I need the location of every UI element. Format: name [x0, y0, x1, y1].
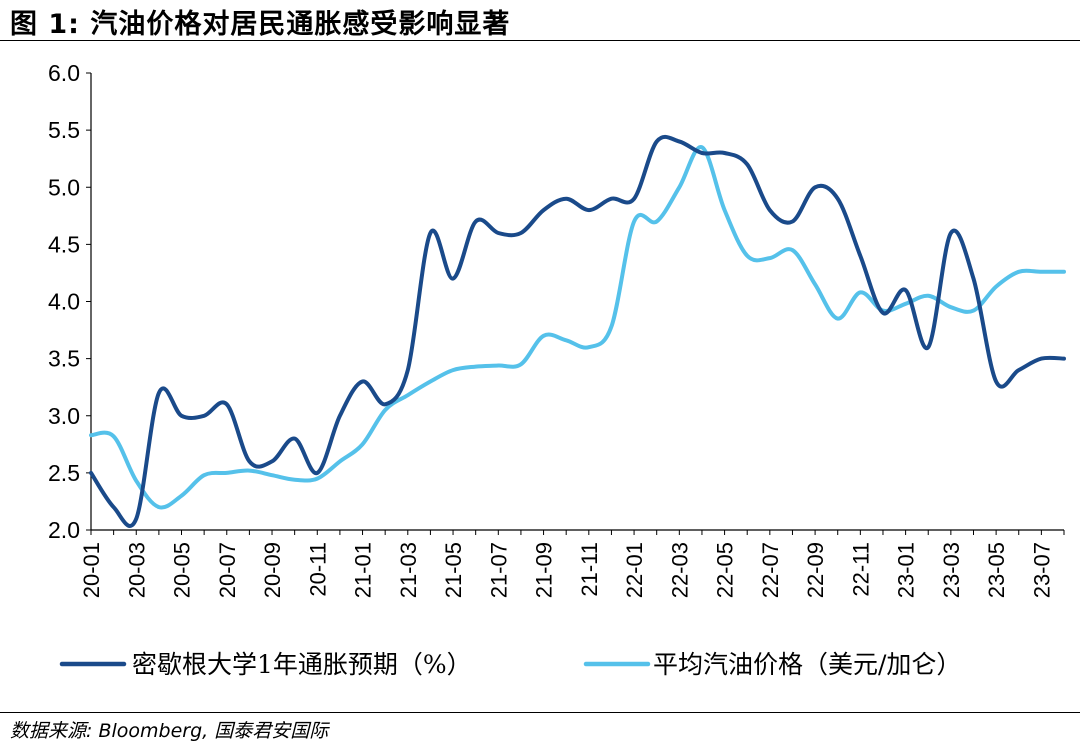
x-tick-label: 20-09 — [260, 542, 285, 598]
x-tick-label: 20-11 — [305, 542, 330, 597]
x-tick-label: 22-11 — [848, 542, 873, 597]
x-tick-label: 21-11 — [577, 542, 602, 597]
y-tick-label: 6.0 — [48, 60, 80, 86]
x-tick-label: 21-05 — [441, 542, 466, 598]
y-tick-label: 2.5 — [48, 460, 80, 486]
y-tick-label: 5.5 — [48, 117, 80, 143]
y-tick-label: 4.0 — [48, 289, 80, 315]
x-tick-label: 22-01 — [622, 542, 647, 598]
figure-title: 图 1: 汽油价格对居民通胀感受影响显著 — [10, 9, 511, 40]
x-tick-label: 20-05 — [170, 542, 195, 598]
x-tick-label: 20-07 — [215, 542, 240, 598]
x-tick-label: 21-09 — [532, 542, 557, 598]
y-tick-label: 2.0 — [48, 517, 80, 543]
x-tick-label: 23-03 — [939, 542, 964, 598]
series-line-1 — [89, 134, 1066, 528]
x-tick-label: 22-09 — [803, 542, 828, 598]
legend-label-1: 密歇根大学1年通胀预期（%） — [132, 650, 472, 679]
x-tick-label: 23-01 — [894, 542, 919, 598]
x-tick-label: 21-01 — [351, 542, 376, 598]
x-tick-label: 23-05 — [984, 542, 1009, 598]
x-tick-label: 22-07 — [758, 542, 783, 598]
y-tick-label: 4.5 — [48, 231, 80, 257]
x-tick-label: 20-01 — [79, 542, 104, 598]
y-tick-label: 3.5 — [48, 346, 80, 372]
source-divider — [0, 712, 1080, 713]
x-tick-label: 22-03 — [667, 542, 692, 598]
x-tick-label: 22-05 — [713, 542, 738, 598]
y-tick-label: 5.0 — [48, 174, 80, 200]
source-note: 数据来源: Bloomberg, 国泰君安国际 — [10, 720, 329, 742]
x-tick-label: 21-07 — [486, 542, 511, 598]
title-divider — [0, 40, 1080, 41]
x-tick-label: 20-03 — [124, 542, 149, 598]
line-chart: 2.0 2.5 3.0 3.5 4.0 4.5 5.0 5.5 6.0 20-01 20-03 20-… — [48, 60, 1066, 679]
legend-label-2: 平均汽油价格（美元/加仑） — [653, 650, 961, 679]
series-line-2 — [89, 145, 1066, 510]
x-tick-label: 21-03 — [396, 542, 421, 598]
y-tick-label: 3.0 — [48, 403, 80, 429]
x-tick-label: 23-07 — [1029, 542, 1054, 598]
